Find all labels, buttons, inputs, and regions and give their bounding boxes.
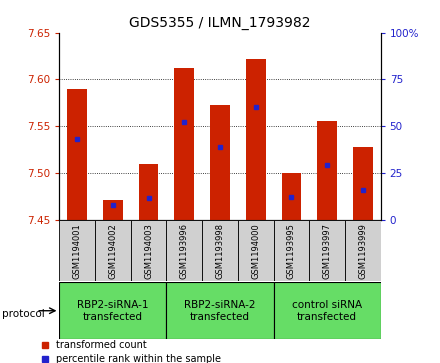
Bar	[202, 220, 238, 281]
Bar	[317, 122, 337, 220]
Bar	[353, 147, 373, 220]
Bar	[95, 220, 131, 281]
Bar	[166, 220, 202, 281]
Text: RBP2-siRNA-2
transfected: RBP2-siRNA-2 transfected	[184, 300, 256, 322]
Bar	[131, 220, 166, 281]
Bar	[309, 220, 345, 281]
Bar	[175, 68, 194, 220]
Bar	[67, 89, 87, 220]
Bar	[59, 220, 95, 281]
Text: GSM1194001: GSM1194001	[73, 223, 82, 279]
Bar	[274, 220, 309, 281]
Text: control siRNA
transfected: control siRNA transfected	[292, 300, 362, 322]
Text: GSM1193997: GSM1193997	[323, 223, 332, 279]
Text: RBP2-siRNA-1
transfected: RBP2-siRNA-1 transfected	[77, 300, 149, 322]
Bar	[139, 163, 158, 220]
Bar	[246, 59, 265, 220]
Text: GSM1193995: GSM1193995	[287, 223, 296, 279]
Text: GSM1193996: GSM1193996	[180, 223, 189, 279]
Text: GSM1194002: GSM1194002	[108, 223, 117, 279]
Text: GSM1193998: GSM1193998	[216, 223, 224, 279]
Text: GSM1194003: GSM1194003	[144, 223, 153, 279]
Bar	[59, 282, 166, 339]
Bar	[166, 282, 274, 339]
Bar	[345, 220, 381, 281]
Bar	[210, 105, 230, 220]
Bar	[103, 200, 123, 220]
Text: protocol: protocol	[2, 309, 45, 319]
Text: GSM1193999: GSM1193999	[358, 223, 367, 279]
Text: percentile rank within the sample: percentile rank within the sample	[56, 354, 221, 363]
Bar	[282, 173, 301, 220]
Bar	[274, 282, 381, 339]
Bar	[238, 220, 274, 281]
Title: GDS5355 / ILMN_1793982: GDS5355 / ILMN_1793982	[129, 16, 311, 30]
Text: GSM1194000: GSM1194000	[251, 223, 260, 279]
Text: transformed count: transformed count	[56, 340, 147, 350]
